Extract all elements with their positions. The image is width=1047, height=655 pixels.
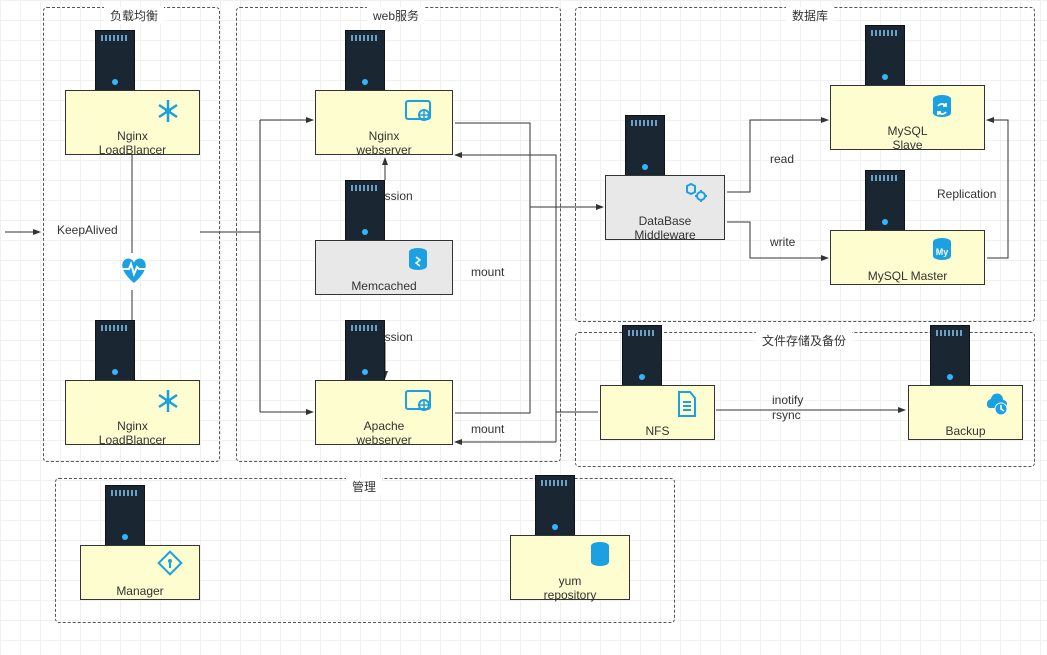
label-mount1: mount [469,265,506,279]
node-mysql-slave: MySQLSlave [830,85,985,150]
heartbeat-icon [117,253,151,287]
node-label: NginxLoadBlancer [66,417,199,450]
server-icon [535,475,575,537]
node-label: MySQL Master [831,267,984,285]
label-read: read [768,152,796,166]
label-write: write [768,235,797,249]
cloud-clock-icon [981,390,1009,418]
server-icon [105,485,145,547]
server-icon [95,320,135,382]
label-inotify: inotify [770,393,805,407]
server-icon [865,25,905,87]
node-label: DataBaseMiddleware [606,212,724,245]
node-label: yumrepository [511,572,629,605]
node-nginx-lb1: NginxLoadBlancer [65,90,200,155]
node-apache-web: Apachewebserver [315,380,453,445]
node-label: Manager [81,582,199,600]
node-nginx-lb2: NginxLoadBlancer [65,380,200,445]
label-rsync: rsync [770,408,803,422]
label-keepalived: KeepAlived [55,223,120,237]
server-icon [345,180,385,242]
node-label: MySQLSlave [831,122,984,155]
lb-icon [154,387,182,415]
node-memcached: Memcached [315,240,453,295]
node-mysql-master: My MySQL Master [830,230,985,285]
node-label: NFS [601,422,714,440]
key-diamond-icon [156,550,184,578]
server-icon [345,30,385,92]
server-icon [930,325,970,387]
server-icon [345,320,385,382]
node-label: Memcached [316,277,452,295]
lb-icon [154,97,182,125]
db-icon [404,245,432,273]
server-icon [865,170,905,232]
svg-text:My: My [936,247,949,257]
node-yum: yumrepository [510,535,630,600]
web-icon [404,387,432,415]
node-nginx-web: Nginxwebserver [315,90,453,155]
node-backup: Backup [908,385,1023,440]
mysql-icon: My [928,235,956,263]
node-db-middleware: DataBaseMiddleware [605,175,725,240]
server-icon [622,325,662,387]
file-icon [673,390,701,418]
db-icon [586,540,614,568]
node-label: Backup [909,422,1022,440]
node-manager: Manager [80,545,200,600]
label-mount2: mount [469,422,506,436]
node-label: NginxLoadBlancer [66,127,199,160]
node-nfs: NFS [600,385,715,440]
middleware-icon [679,182,707,210]
sync-icon [928,92,956,120]
node-label: Nginxwebserver [316,127,452,160]
server-icon [625,115,665,177]
server-icon [95,30,135,92]
label-replication: Replication [935,187,998,201]
web-icon [404,97,432,125]
node-label: Apachewebserver [316,417,452,450]
